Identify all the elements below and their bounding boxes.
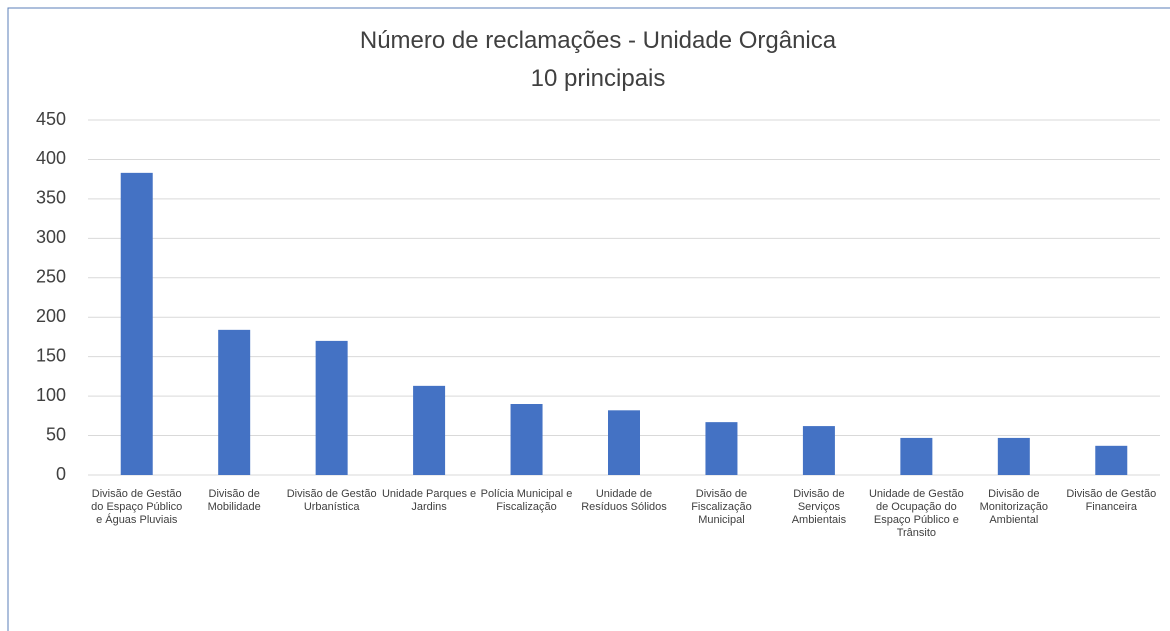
x-tick-label: Polícia Municipal e Fiscalização [481,488,573,513]
y-tick-label: 50 [46,424,66,444]
bar [997,437,1030,475]
x-tick-label: Divisão de Mobilidade [208,488,261,513]
x-tick-label: Unidade de Resíduos Sólidos [581,488,667,513]
bar [900,437,933,475]
bar [705,422,738,475]
y-tick-label: 250 [36,267,66,287]
y-tick-label: 150 [36,345,66,365]
y-tick-label: 300 [36,227,66,247]
y-tick-label: 450 [36,109,66,129]
x-tick-label: Divisão de Serviços Ambientais [792,488,847,526]
bar [1095,445,1128,475]
y-tick-label: 0 [56,464,66,484]
bar [608,410,640,475]
chart-title: Número de reclamações - Unidade Orgânica [360,27,837,54]
y-tick-label: 350 [36,188,66,208]
chart-frame [7,7,1170,631]
bar [315,340,348,475]
x-tick-label: Divisão de Gestão Urbanística [287,488,377,513]
bar [120,172,153,475]
x-tick-label: Unidade Parques e Jardins [382,488,476,513]
x-tick-label: Unidade de Gestão de Ocupação do Espaço Pú… [869,488,964,539]
bar [218,329,251,475]
y-tick-label: 200 [36,306,66,326]
bar [510,404,543,475]
y-tick-label: 100 [36,385,66,405]
x-tick-label: Divisão de Gestão do Espaço Público e Água… [91,488,182,526]
x-tick-label: Divisão de Monitorização Ambiental [980,488,1048,526]
bar [413,385,446,475]
x-tick-label: Divisão de Fiscalização Municipal [691,488,752,526]
x-tick-label: Divisão de Gestão Financeira [1066,488,1156,513]
chart-subtitle: 10 principais [531,65,666,92]
y-tick-label: 400 [36,148,66,168]
bar [802,426,835,475]
